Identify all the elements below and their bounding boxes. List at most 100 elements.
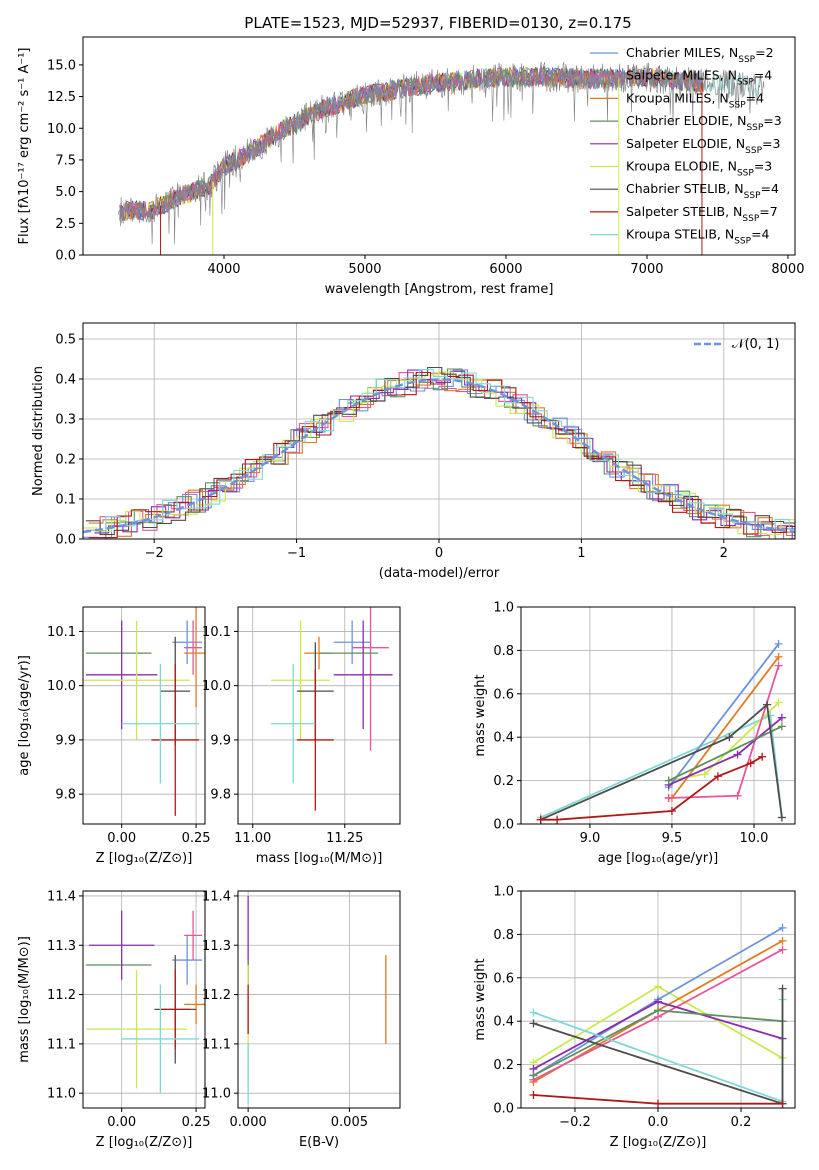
y-tick-label: 10.0 [47, 122, 76, 137]
x-tick-label: 0.0 [648, 1115, 669, 1130]
weight-marker-salpeter_stelib [746, 759, 755, 768]
histogram-kroupa_elodie [83, 371, 795, 536]
x-tick-label: −2 [145, 546, 164, 561]
y-tick-label: 10.1 [47, 625, 76, 640]
axes-frame [82, 36, 796, 256]
x-tick-label: 4000 [207, 262, 240, 277]
x-tick-label: 1 [577, 546, 585, 561]
marks [83, 607, 205, 816]
panel-spectrum: 4000 5000 6000 7000 8000 0.0 2.5 5.0 7.5 10.0 12.5… [17, 36, 804, 297]
y-tick-label: 0.6 [493, 687, 514, 702]
axes-frame [237, 606, 401, 825]
y-tick-label: 0.0 [493, 818, 514, 833]
x-tick-label: 0 [435, 546, 443, 561]
weight-marker-salpeter_stelib [667, 806, 676, 815]
x-tick-label: 5000 [348, 262, 381, 277]
weight-line-chabrier_miles [667, 643, 780, 788]
figure-title: PLATE=1523, MJD=52937, FIBERID=0130, z=0… [244, 14, 631, 32]
y-tick-label: 11.2 [202, 988, 231, 1003]
x-tick-label: 6000 [489, 262, 522, 277]
x-tick-label: 8000 [771, 262, 804, 277]
x-tick-label: 0.00 [107, 1115, 136, 1130]
y-tick-label: 11.2 [47, 988, 76, 1003]
y-tick-label: 11.0 [47, 1087, 76, 1102]
observed-spectrum [117, 61, 765, 245]
x-tick-label: 9.0 [580, 831, 601, 846]
errorbar-point-salpeter_elodie [88, 910, 155, 980]
y-tick-label: 11.4 [47, 889, 76, 904]
y-tick-label: 10.0 [202, 679, 231, 694]
histogram-salpeter_miles [85, 372, 795, 540]
weight-marker-salpeter_elodie [654, 997, 662, 1006]
weight-marker-salpeter_miles [664, 793, 673, 802]
y-tick-label: 0.8 [493, 644, 514, 659]
axes: 0.00 0.25 9.8 9.9 10.0 10.1 Z [log₁₀(Z/Z⊙)] age… [17, 606, 211, 866]
errorbar-point-salpeter_elodie [333, 620, 393, 730]
x-tick-label: 0.25 [182, 831, 211, 846]
legend-entry: Kroupa STELIB, NSSP=4 [626, 227, 770, 247]
y-tick-label: 1.0 [493, 885, 514, 900]
y-axis-label: mass [log₁₀(M/M⊙)] [17, 936, 32, 1063]
x-tick-label: 0.2 [731, 1115, 752, 1130]
errorbar-point-salpeter_miles [184, 620, 203, 675]
y-axis-label: age [log₁₀(age/yr)] [17, 655, 32, 776]
weight-marker-kroupa_miles [778, 936, 787, 945]
y-tick-label: 11.3 [47, 939, 76, 954]
normal-curve [82, 378, 796, 534]
marks [271, 607, 393, 811]
weight-marker-chabrier_stelib [763, 700, 772, 709]
weight-marker-chabrier_stelib [529, 1019, 538, 1028]
marks [82, 366, 796, 540]
y-tick-label: 9.8 [210, 788, 231, 803]
panel-age_vs_mass: 11.00 11.25 9.8 9.9 10.0 10.1 mass [log₁₀(M/M⊙… [202, 606, 401, 866]
x-tick-label: −0.2 [559, 1115, 591, 1130]
grid [238, 891, 400, 1108]
y-axis-label: mass weight [473, 958, 488, 1040]
legend-entry: Chabrier MILES, NSSP=2 [626, 45, 774, 65]
y-axis-label: mass weight [473, 674, 488, 756]
axes-frame [520, 606, 796, 825]
panel-weight_vs_age: 9.0 9.5 10.0 0.0 0.2 0.4 0.6 0.8 1.0 age [log₁₀(a… [473, 601, 796, 866]
x-axis-label: Z [log₁₀(Z/Z⊙)] [610, 1135, 707, 1150]
x-tick-label: 0.000 [230, 1115, 267, 1130]
weight-marker-kroupa_miles [774, 652, 783, 661]
weight-marker-chabrier_stelib [725, 733, 734, 742]
legend: Chabrier MILES, NSSP=2 Salpeter MILES, NS… [590, 45, 782, 247]
y-tick-label: 0.0 [493, 1102, 514, 1117]
y-tick-label: 15.0 [47, 58, 76, 73]
y-tick-label: 7.5 [55, 153, 76, 168]
errorbar-point-kroupa_stelib [271, 663, 316, 784]
y-tick-label: 2.5 [55, 217, 76, 232]
axes: 0.000 0.005 11.0 11.1 11.2 11.3 11.4 E(B-V) [202, 889, 401, 1150]
x-tick-label: 0.005 [331, 1115, 368, 1130]
weight-marker-kroupa_elodie [774, 698, 783, 707]
weight-marker-salpeter_stelib [713, 772, 722, 781]
errorbar-point-kroupa_elodie [271, 620, 331, 740]
panel-mass_vs_ebv: 0.000 0.005 11.0 11.1 11.2 11.3 11.4 E(B-V) [202, 889, 401, 1150]
weight-marker-kroupa_elodie [700, 770, 709, 779]
y-tick-label: 11.0 [202, 1087, 231, 1102]
y-tick-label: 0.2 [493, 1058, 514, 1073]
weight-marker-chabrier_miles [778, 923, 787, 932]
errorbar-point-kroupa_miles [184, 607, 205, 708]
y-tick-label: 0.3 [55, 413, 76, 428]
x-axis-label: Z [log₁₀(Z/Z⊙)] [96, 851, 193, 866]
y-axis-label: Flux [fλ10⁻¹⁷ erg cm⁻² s⁻¹ A⁻¹] [17, 48, 32, 245]
x-tick-label: 2 [720, 546, 728, 561]
errorbar-point-kroupa_stelib [121, 663, 200, 784]
errorbar-point-salpeter_miles [352, 607, 389, 751]
panel-weight_vs_Z: −0.2 0.0 0.2 0.0 0.2 0.4 0.6 0.8 1.0 Z [log₁₀(Z/Z… [473, 885, 796, 1150]
histogram-kroupa_stelib [91, 369, 795, 532]
weight-marker-kroupa_elodie [654, 982, 662, 991]
x-tick-label: 11.25 [326, 831, 363, 846]
x-axis-label: Z [log₁₀(Z/Z⊙)] [96, 1135, 193, 1150]
y-tick-label: 9.8 [55, 788, 76, 803]
axes: −0.2 0.0 0.2 0.0 0.2 0.4 0.6 0.8 1.0 Z [log₁₀(Z/Z… [473, 885, 796, 1150]
errorbar-point-salpeter_miles [184, 910, 203, 961]
legend-entry: Kroupa ELODIE, NSSP=3 [626, 159, 772, 179]
weight-line-chabrier_elodie [668, 725, 783, 782]
y-tick-label: 0.4 [493, 731, 514, 746]
errorbar-point-chabrier_miles [333, 620, 371, 664]
weight-marker-chabrier_elodie [777, 722, 786, 731]
errorbar-point-salpeter_stelib [296, 669, 334, 811]
